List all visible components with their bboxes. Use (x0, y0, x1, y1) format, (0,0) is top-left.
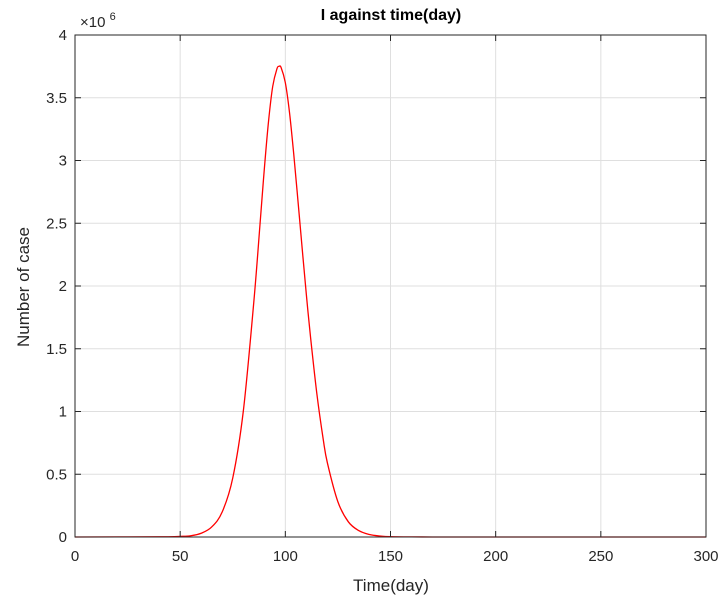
tick-labels: 0 50 100 150 200 250 300 0 0.5 1 1.5 2 2.5 3 3.5 4 (46, 27, 718, 565)
y-tick-label: 0 (59, 529, 67, 546)
exponent-power: 6 (110, 11, 116, 23)
x-tick-label: 250 (588, 548, 613, 565)
x-tick-label: 100 (273, 548, 298, 565)
chart-title: I against time(day) (321, 7, 461, 24)
y-tick-label: 0.5 (46, 466, 67, 483)
y-tick-label: 2 (59, 278, 67, 295)
grid-lines (75, 35, 706, 537)
x-tick-label: 200 (483, 548, 508, 565)
y-axis-title: Number of case (14, 227, 33, 347)
x-tick-label: 150 (378, 548, 403, 565)
y-tick-label: 2.5 (46, 215, 67, 232)
y-axis-exponent: ×10 6 (80, 11, 116, 31)
exponent-base: ×10 (80, 14, 105, 31)
x-tick-label: 50 (172, 548, 189, 565)
y-tick-label: 1 (59, 404, 67, 421)
svg-text:×10 6: ×10 6 (80, 11, 116, 31)
y-tick-label: 1.5 (46, 341, 67, 358)
y-tick-label: 3 (59, 153, 67, 170)
x-axis-title: Time(day) (353, 576, 429, 595)
y-tick-label: 4 (59, 27, 67, 44)
axes-frame (74, 34, 707, 538)
x-tick-label: 300 (693, 548, 718, 565)
x-tick-label: 0 (71, 548, 79, 565)
y-tick-label: 3.5 (46, 90, 67, 107)
